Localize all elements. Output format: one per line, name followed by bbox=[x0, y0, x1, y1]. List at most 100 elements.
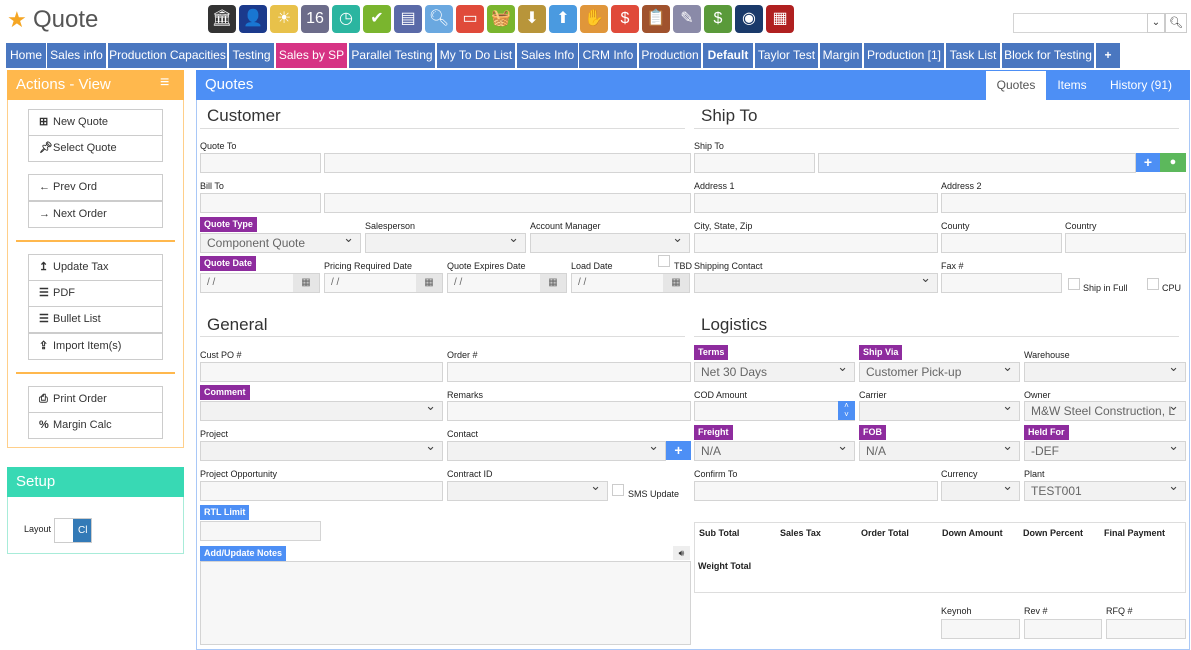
sms-update-checkbox[interactable] bbox=[612, 484, 624, 496]
rev-input[interactable] bbox=[1024, 619, 1102, 639]
project-opportunity-input[interactable] bbox=[200, 481, 443, 501]
held-for-select[interactable]: -DEF bbox=[1024, 439, 1186, 461]
truck-icon[interactable]: ▭ bbox=[456, 5, 484, 33]
county-input[interactable] bbox=[941, 233, 1062, 253]
order-no-input[interactable] bbox=[447, 362, 691, 382]
cod-amount-spinner[interactable]: ˄ ˅ bbox=[838, 401, 855, 420]
bill-to-name-input[interactable] bbox=[324, 193, 691, 213]
plant-select[interactable]: TEST001 bbox=[1024, 479, 1186, 501]
nav-tab-production-1-[interactable]: Production [1] bbox=[864, 43, 944, 68]
nav-tab-sales-by-sp[interactable]: Sales by SP bbox=[276, 43, 347, 68]
notes-textarea[interactable] bbox=[200, 561, 691, 645]
quote-to-code-input[interactable] bbox=[200, 153, 321, 173]
clipboard-icon[interactable]: 📋 bbox=[642, 5, 670, 33]
calendar-icon[interactable]: ▦ bbox=[540, 274, 566, 292]
cpu-checkbox[interactable] bbox=[1147, 278, 1159, 290]
account-manager-select[interactable] bbox=[530, 231, 690, 253]
bill-to-code-input[interactable] bbox=[200, 193, 321, 213]
speaker-icon[interactable]: 🔊︎ bbox=[673, 546, 690, 560]
price-tag-icon[interactable]: $ bbox=[611, 5, 639, 33]
contact-select[interactable] bbox=[447, 439, 666, 461]
terms-select[interactable]: Net 30 Days bbox=[694, 360, 855, 382]
ship-to-code-input[interactable] bbox=[694, 153, 815, 173]
report-icon[interactable]: ▤ bbox=[394, 5, 422, 33]
remarks-input[interactable] bbox=[447, 401, 691, 421]
contract-id-select[interactable] bbox=[447, 479, 608, 501]
nav-tab-testing[interactable]: Testing bbox=[229, 43, 274, 68]
download-box-icon[interactable]: ⬇ bbox=[518, 5, 546, 33]
owner-select[interactable]: M&W Steel Construction, L bbox=[1024, 399, 1186, 421]
nav-tab-taylor-test[interactable]: Taylor Test bbox=[755, 43, 818, 68]
pricing-required-date-input[interactable]: / / ▦ bbox=[324, 273, 443, 293]
nav-tab-margin[interactable]: Margin bbox=[820, 43, 862, 68]
layout-toggle[interactable]: Cl bbox=[54, 518, 92, 543]
user-icon[interactable]: 👤 bbox=[239, 5, 267, 33]
search-icon[interactable]: 🔍︎ bbox=[1165, 13, 1187, 33]
confirm-to-input[interactable] bbox=[694, 481, 938, 501]
pencil-icon[interactable]: ✎ bbox=[673, 5, 701, 33]
load-date-input[interactable]: / / ▦ bbox=[571, 273, 690, 293]
nav-tab-home[interactable]: Home bbox=[6, 43, 46, 68]
ship-via-select[interactable]: Customer Pick-up bbox=[859, 360, 1020, 382]
weather-icon[interactable]: ☀ bbox=[270, 5, 298, 33]
action-pdf-button[interactable]: ☰ PDF bbox=[28, 280, 163, 307]
tab-items[interactable]: Items bbox=[1057, 78, 1087, 92]
keynoh-input[interactable] bbox=[941, 619, 1020, 639]
address1-input[interactable] bbox=[694, 193, 938, 213]
salesperson-select[interactable] bbox=[365, 231, 526, 253]
calendar-icon[interactable]: 16 bbox=[301, 5, 329, 33]
rfq-input[interactable] bbox=[1106, 619, 1186, 639]
basket-icon[interactable]: 🧺 bbox=[487, 5, 515, 33]
checkmark-icon[interactable]: ✔ bbox=[363, 5, 391, 33]
nav-tab-sales-info[interactable]: Sales info bbox=[47, 43, 106, 68]
quote-to-name-input[interactable] bbox=[324, 153, 691, 173]
add-ship-to-button[interactable]: + bbox=[1136, 153, 1160, 172]
comment-select[interactable] bbox=[200, 399, 443, 421]
add-tab-button[interactable]: + bbox=[1096, 43, 1120, 68]
fax-input[interactable] bbox=[941, 273, 1062, 293]
nav-tab-sales-info[interactable]: Sales Info bbox=[517, 43, 578, 68]
global-search-input[interactable] bbox=[1013, 13, 1148, 33]
action-select-quote-button[interactable]: 📌︎Select Quote bbox=[28, 135, 163, 162]
nav-tab-production[interactable]: Production bbox=[639, 43, 701, 68]
quote-type-select[interactable]: Component Quote bbox=[200, 231, 361, 253]
nav-tab-production-capacities[interactable]: Production Capacities bbox=[108, 43, 227, 68]
cust-po-input[interactable] bbox=[200, 362, 443, 382]
nav-tab-default[interactable]: Default bbox=[703, 43, 753, 68]
globe-icon[interactable]: ● bbox=[1160, 153, 1186, 172]
action-bullet-list-button[interactable]: ☰ Bullet List bbox=[28, 306, 163, 333]
action-import-item-s--button[interactable]: ⇪ Import Item(s) bbox=[28, 333, 163, 360]
tab-history[interactable]: History (91) bbox=[1109, 78, 1172, 92]
currency-select[interactable] bbox=[941, 479, 1020, 501]
nav-tab-block-for-testing[interactable]: Block for Testing bbox=[1002, 43, 1094, 68]
action-prev-ord-button[interactable]: ← Prev Ord bbox=[28, 174, 163, 201]
nav-tab-my-to-do-list[interactable]: My To Do List bbox=[437, 43, 515, 68]
project-select[interactable] bbox=[200, 439, 443, 461]
ship-in-full-checkbox[interactable] bbox=[1068, 278, 1080, 290]
nav-tab-task-list[interactable]: Task List bbox=[946, 43, 1000, 68]
freight-select[interactable]: N/A bbox=[694, 439, 855, 461]
calendar-icon[interactable]: ▦ bbox=[416, 274, 442, 292]
hamburger-menu-icon[interactable]: ≡ bbox=[160, 74, 170, 91]
nav-tab-crm-info[interactable]: CRM Info bbox=[579, 43, 637, 68]
bank-icon[interactable]: 🏛 bbox=[208, 5, 236, 33]
calendar-icon[interactable]: ▦ bbox=[663, 274, 689, 292]
quote-date-input[interactable]: / / ▦ bbox=[200, 273, 320, 293]
country-input[interactable] bbox=[1065, 233, 1186, 253]
clock-icon[interactable]: ◷ bbox=[332, 5, 360, 33]
add-contact-button[interactable]: + bbox=[666, 441, 691, 460]
carrier-select[interactable] bbox=[859, 399, 1020, 421]
calendar-icon[interactable]: ▦ bbox=[293, 274, 319, 292]
speedometer-icon[interactable]: ◉ bbox=[735, 5, 763, 33]
action-next-order-button[interactable]: → Next Order bbox=[28, 201, 163, 228]
shipping-contact-select[interactable] bbox=[694, 271, 938, 293]
address2-input[interactable] bbox=[941, 193, 1186, 213]
factory-icon[interactable]: ▦ bbox=[766, 5, 794, 33]
search-dropdown-button[interactable]: ⌄ bbox=[1147, 13, 1165, 33]
fob-select[interactable]: N/A bbox=[859, 439, 1020, 461]
city-state-zip-input[interactable] bbox=[694, 233, 938, 253]
tbd-checkbox[interactable] bbox=[658, 255, 670, 267]
tab-quotes[interactable]: Quotes bbox=[986, 71, 1046, 100]
quote-expires-date-input[interactable]: / / ▦ bbox=[447, 273, 567, 293]
nav-tab-parallel-testing[interactable]: Parallel Testing bbox=[349, 43, 435, 68]
